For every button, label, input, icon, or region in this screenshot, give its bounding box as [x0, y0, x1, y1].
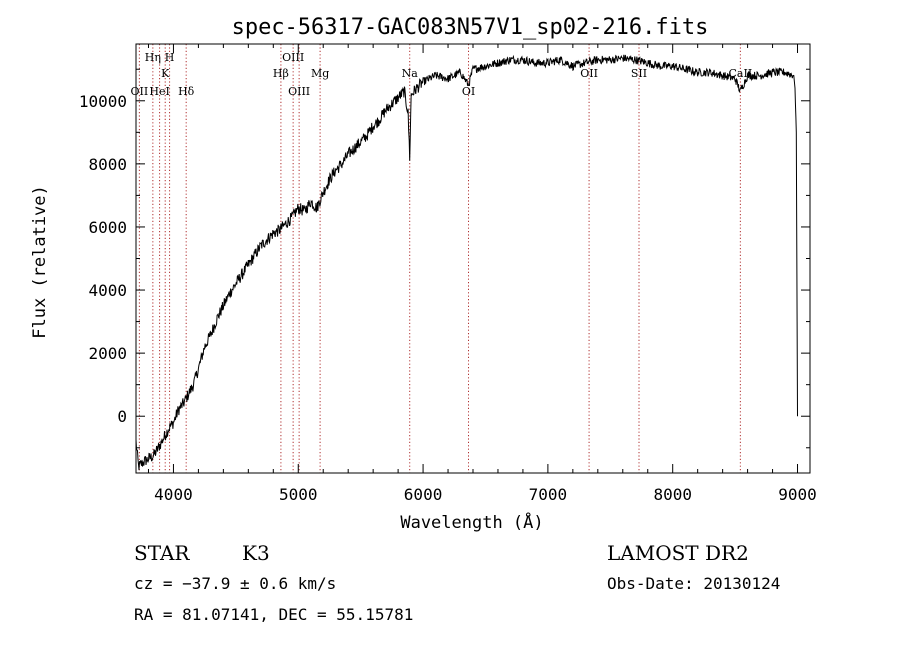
spectral-line-label: Hη — [145, 51, 161, 64]
x-axis-ticks: 4000 5000 6000 7000 8000 9000 — [147, 44, 817, 504]
y-axis-label: Flux (relative) — [30, 185, 50, 339]
y-tick-label: 0 — [117, 407, 127, 426]
x-tick-label: 4000 — [154, 485, 193, 504]
y-tick-label: 4000 — [88, 281, 127, 300]
survey-name: LAMOST DR2 — [607, 541, 749, 565]
spectral-line-label: OIII — [282, 51, 304, 64]
spectral-line-label: Hδ — [178, 85, 195, 98]
spectral-line-label: SII — [631, 67, 647, 80]
plot-frame — [135, 43, 811, 474]
y-tick-label: 8000 — [88, 155, 127, 174]
spectral-line-markers — [138, 44, 741, 473]
x-tick-label: 8000 — [653, 485, 692, 504]
object-subclass: K3 — [242, 541, 270, 565]
y-tick-label: 10000 — [79, 92, 127, 111]
spectral-line-label: Mg — [311, 67, 329, 80]
x-tick-label: 5000 — [279, 485, 318, 504]
object-type: STAR — [134, 541, 190, 565]
spectral-line-label: K — [161, 67, 170, 80]
spectral-line-label: HeI — [149, 85, 169, 98]
spectral-line-label: H — [165, 51, 175, 64]
spectral-line-label: OI — [462, 85, 475, 98]
spectral-line-label: OIII — [288, 85, 310, 98]
y-axis-ticks: 0 2000 4000 6000 8000 10000 — [79, 68, 810, 449]
spectral-line-label: Hβ — [273, 67, 289, 80]
spectral-line-label: Na — [402, 67, 419, 80]
x-tick-label: 7000 — [529, 485, 568, 504]
x-tick-label: 9000 — [778, 485, 817, 504]
chart-title: spec-56317-GAC083N57V1_sp02-216.fits — [232, 15, 709, 40]
y-tick-label: 2000 — [88, 344, 127, 363]
x-axis-label: Wavelength (Å) — [400, 511, 543, 533]
spectrum-series-line — [135, 54, 798, 471]
redshift-velocity: cz = −37.9 ± 0.6 km/s — [134, 574, 336, 593]
spectral-line-label: OII — [580, 67, 598, 80]
observation-date: Obs-Date: 20130124 — [607, 574, 780, 593]
spectral-line-label: OII — [131, 85, 149, 98]
y-tick-label: 6000 — [88, 218, 127, 237]
sky-coordinates: RA = 81.07141, DEC = 55.15781 — [134, 605, 413, 624]
x-tick-label: 6000 — [404, 485, 443, 504]
